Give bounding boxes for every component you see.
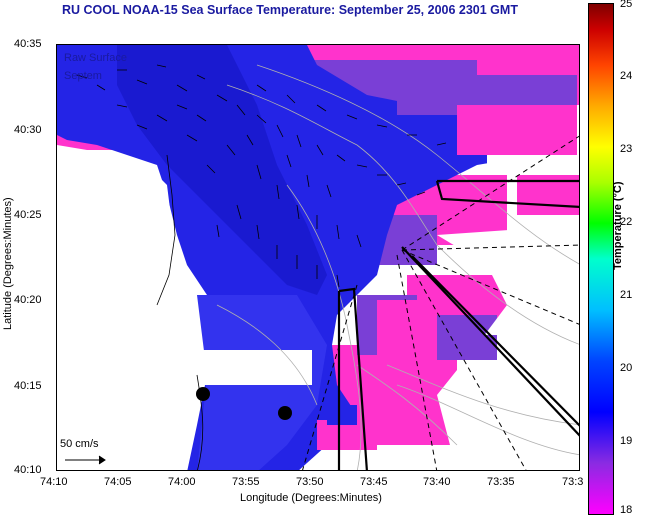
scale-label: 50 cm/s (60, 438, 99, 450)
scale-arrow (65, 455, 106, 465)
ytick-label: 40:25 (14, 209, 42, 221)
xtick-label: 73:45 (360, 476, 388, 488)
xtick-label: 73:40 (423, 476, 451, 488)
ytick-label: 40:15 (14, 380, 42, 392)
xtick-label: 74:05 (104, 476, 132, 488)
xtick-label: 73:3 (562, 476, 584, 488)
x-axis-title: Longitude (Degrees:Minutes) (240, 492, 382, 504)
ytick-label: 40:35 (14, 38, 42, 50)
xtick-label: 73:50 (296, 476, 324, 488)
colorbar-tick: 18 (620, 504, 633, 516)
land-block (202, 350, 312, 385)
bathymetry-contours (216, 64, 579, 470)
colorbar (588, 3, 614, 515)
colorbar-tick: 25 (620, 0, 633, 10)
colorbar-tick: 23 (620, 143, 633, 155)
coastline (156, 154, 204, 470)
colorbar-tick: 22 (620, 216, 633, 228)
overlay-line-2: Septem (64, 70, 102, 82)
map-title: RU COOL NOAA-15 Sea Surface Temperature:… (62, 3, 518, 17)
current-vectors (76, 64, 447, 288)
xtick-label: 74:00 (168, 476, 196, 488)
xtick-label: 73:55 (232, 476, 260, 488)
colorbar-tick: 24 (620, 70, 633, 82)
xtick-label: 73:35 (487, 476, 515, 488)
overlay-line-1: Raw Surface (64, 52, 127, 64)
sst-map (56, 44, 580, 471)
station-dot-2 (278, 406, 292, 420)
station-dot-1 (196, 387, 210, 401)
land-upper-left (57, 145, 172, 375)
colorbar-tick: 21 (620, 289, 633, 301)
ytick-label: 40:20 (14, 294, 42, 306)
sst-map-canvas (57, 45, 579, 470)
colorbar-tick: 20 (620, 362, 633, 374)
y-axis-title: Latitude (Degrees:Minutes) (2, 197, 14, 330)
boundary-lines (337, 179, 579, 470)
xtick-label: 74:10 (40, 476, 68, 488)
colorbar-title: Temperature (°C) (612, 181, 624, 270)
ytick-label: 40:30 (14, 124, 42, 136)
ytick-label: 40:10 (14, 464, 42, 476)
colorbar-tick: 19 (620, 435, 633, 447)
dashed-lines (302, 135, 579, 470)
